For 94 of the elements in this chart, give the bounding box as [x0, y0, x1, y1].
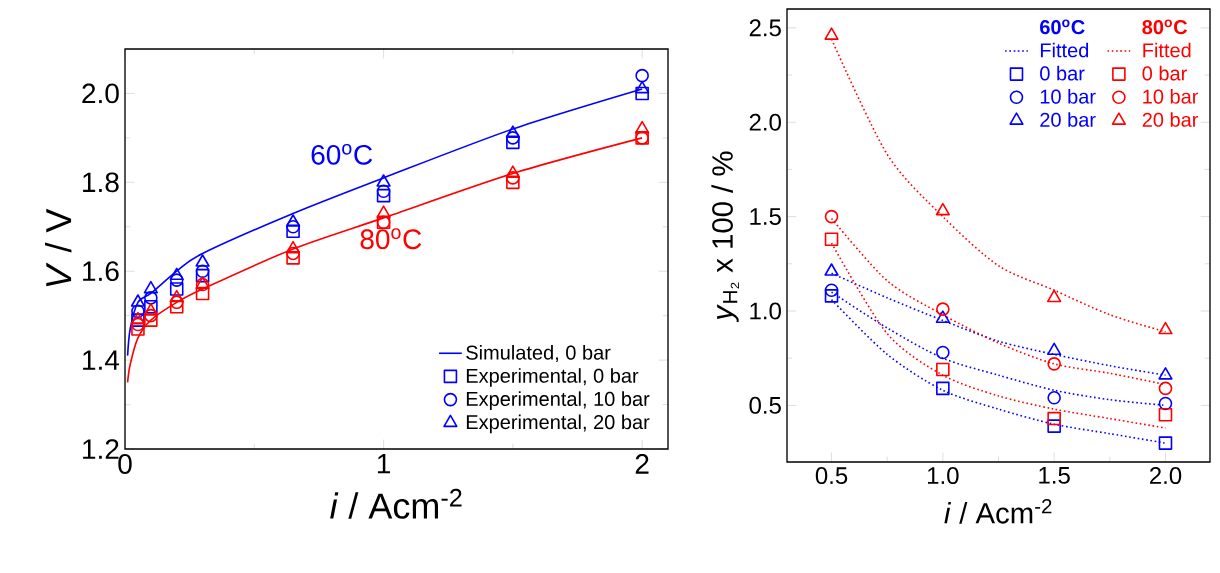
x-tick-label: 2	[635, 454, 649, 474]
y-tick-label: 1.0	[750, 302, 781, 320]
point	[286, 246, 300, 261]
point	[169, 295, 184, 310]
legend-label: 0 bar	[1142, 65, 1187, 81]
point	[635, 68, 649, 83]
y-axis-title: y$_{H₂}$ x 100 / %	[711, 151, 739, 323]
legend-label: Fitted	[1143, 42, 1191, 58]
point	[506, 171, 520, 185]
point	[1158, 381, 1173, 396]
legend-label: 20 bar	[1142, 112, 1199, 127]
point	[169, 289, 184, 303]
point	[505, 165, 521, 178]
x-tick-label: 0.5	[815, 467, 848, 485]
x-tick-label: 0	[118, 454, 132, 474]
point	[195, 254, 210, 267]
x-tick-label: 1	[377, 454, 390, 474]
point	[143, 303, 159, 316]
point	[935, 310, 950, 323]
point	[1047, 419, 1061, 433]
point	[285, 214, 301, 227]
point	[286, 219, 300, 234]
legend-label: 0 bar	[1040, 65, 1085, 81]
legend-label: Simulated, 0 bar	[466, 345, 611, 363]
point	[195, 268, 210, 283]
y-axis-title: V / V	[44, 208, 72, 287]
point	[936, 381, 950, 396]
point	[635, 120, 650, 134]
point	[169, 273, 184, 287]
x-tick-label: 1.5	[1039, 467, 1070, 484]
y-tick-label: 1.5	[750, 208, 781, 225]
annotation: 80$^{o}$C	[1142, 19, 1188, 35]
point	[144, 308, 158, 323]
x-tick-label: 2.0	[1150, 467, 1182, 485]
annotation: 80$^{o}$C	[360, 228, 422, 250]
y-tick-label: 1.4	[83, 350, 120, 370]
legend-label: 10 bar	[1143, 89, 1199, 104]
point	[936, 345, 950, 360]
legend-label: Experimental, 0 bar	[466, 368, 639, 387]
y-tick-label: 2.0	[82, 83, 119, 104]
annotation: 60$^{o}$C	[311, 143, 373, 165]
point	[1047, 342, 1062, 356]
point	[506, 131, 520, 145]
point	[376, 205, 391, 218]
y-tick-label: 2.5	[749, 19, 781, 37]
point	[824, 27, 839, 40]
point	[635, 86, 649, 101]
y-tick-label: 0.5	[749, 396, 781, 414]
legend-label: Experimental, 20 bar	[466, 414, 650, 434]
point	[1158, 321, 1173, 335]
legend-label: 20 bar	[1040, 112, 1096, 127]
point	[935, 202, 950, 216]
legend-label: Experimental, 10 bar	[466, 391, 650, 410]
y-tick-label: 1.8	[83, 172, 119, 193]
point	[169, 282, 184, 296]
point	[1047, 289, 1062, 303]
point	[1158, 436, 1173, 450]
x-axis-title: i / Acm$^{-2}$	[330, 488, 462, 519]
y-tick-label: 1.6	[83, 261, 119, 282]
point	[285, 240, 301, 254]
point	[824, 289, 839, 303]
annotation: 60$^{o}$C	[1040, 19, 1085, 35]
point	[169, 267, 184, 281]
y-tick-label: 2.0	[749, 113, 781, 131]
legend-label: 10 bar	[1040, 89, 1096, 104]
point	[505, 125, 521, 138]
point	[824, 263, 839, 276]
point	[286, 224, 300, 239]
point	[824, 209, 839, 224]
point	[376, 188, 391, 203]
point	[195, 286, 210, 301]
point	[1158, 367, 1173, 380]
point	[376, 174, 391, 187]
x-axis-title: i / Acm$^{-2}$	[944, 498, 1052, 524]
point	[131, 322, 145, 336]
point	[824, 232, 839, 247]
point	[1047, 411, 1061, 426]
point	[130, 294, 146, 307]
point	[1158, 408, 1173, 422]
point	[635, 80, 650, 94]
y-tick-label: 1.2	[83, 439, 119, 459]
point	[936, 362, 950, 377]
point	[143, 280, 159, 294]
point	[1047, 357, 1061, 371]
point	[169, 299, 184, 314]
point	[936, 302, 950, 316]
point	[824, 283, 839, 298]
x-tick-label: 1.0	[927, 467, 959, 485]
point	[286, 251, 300, 265]
point	[144, 291, 158, 305]
legend-label: Fitted	[1040, 42, 1089, 58]
point	[376, 184, 391, 199]
point	[195, 264, 210, 279]
point	[1047, 391, 1061, 405]
